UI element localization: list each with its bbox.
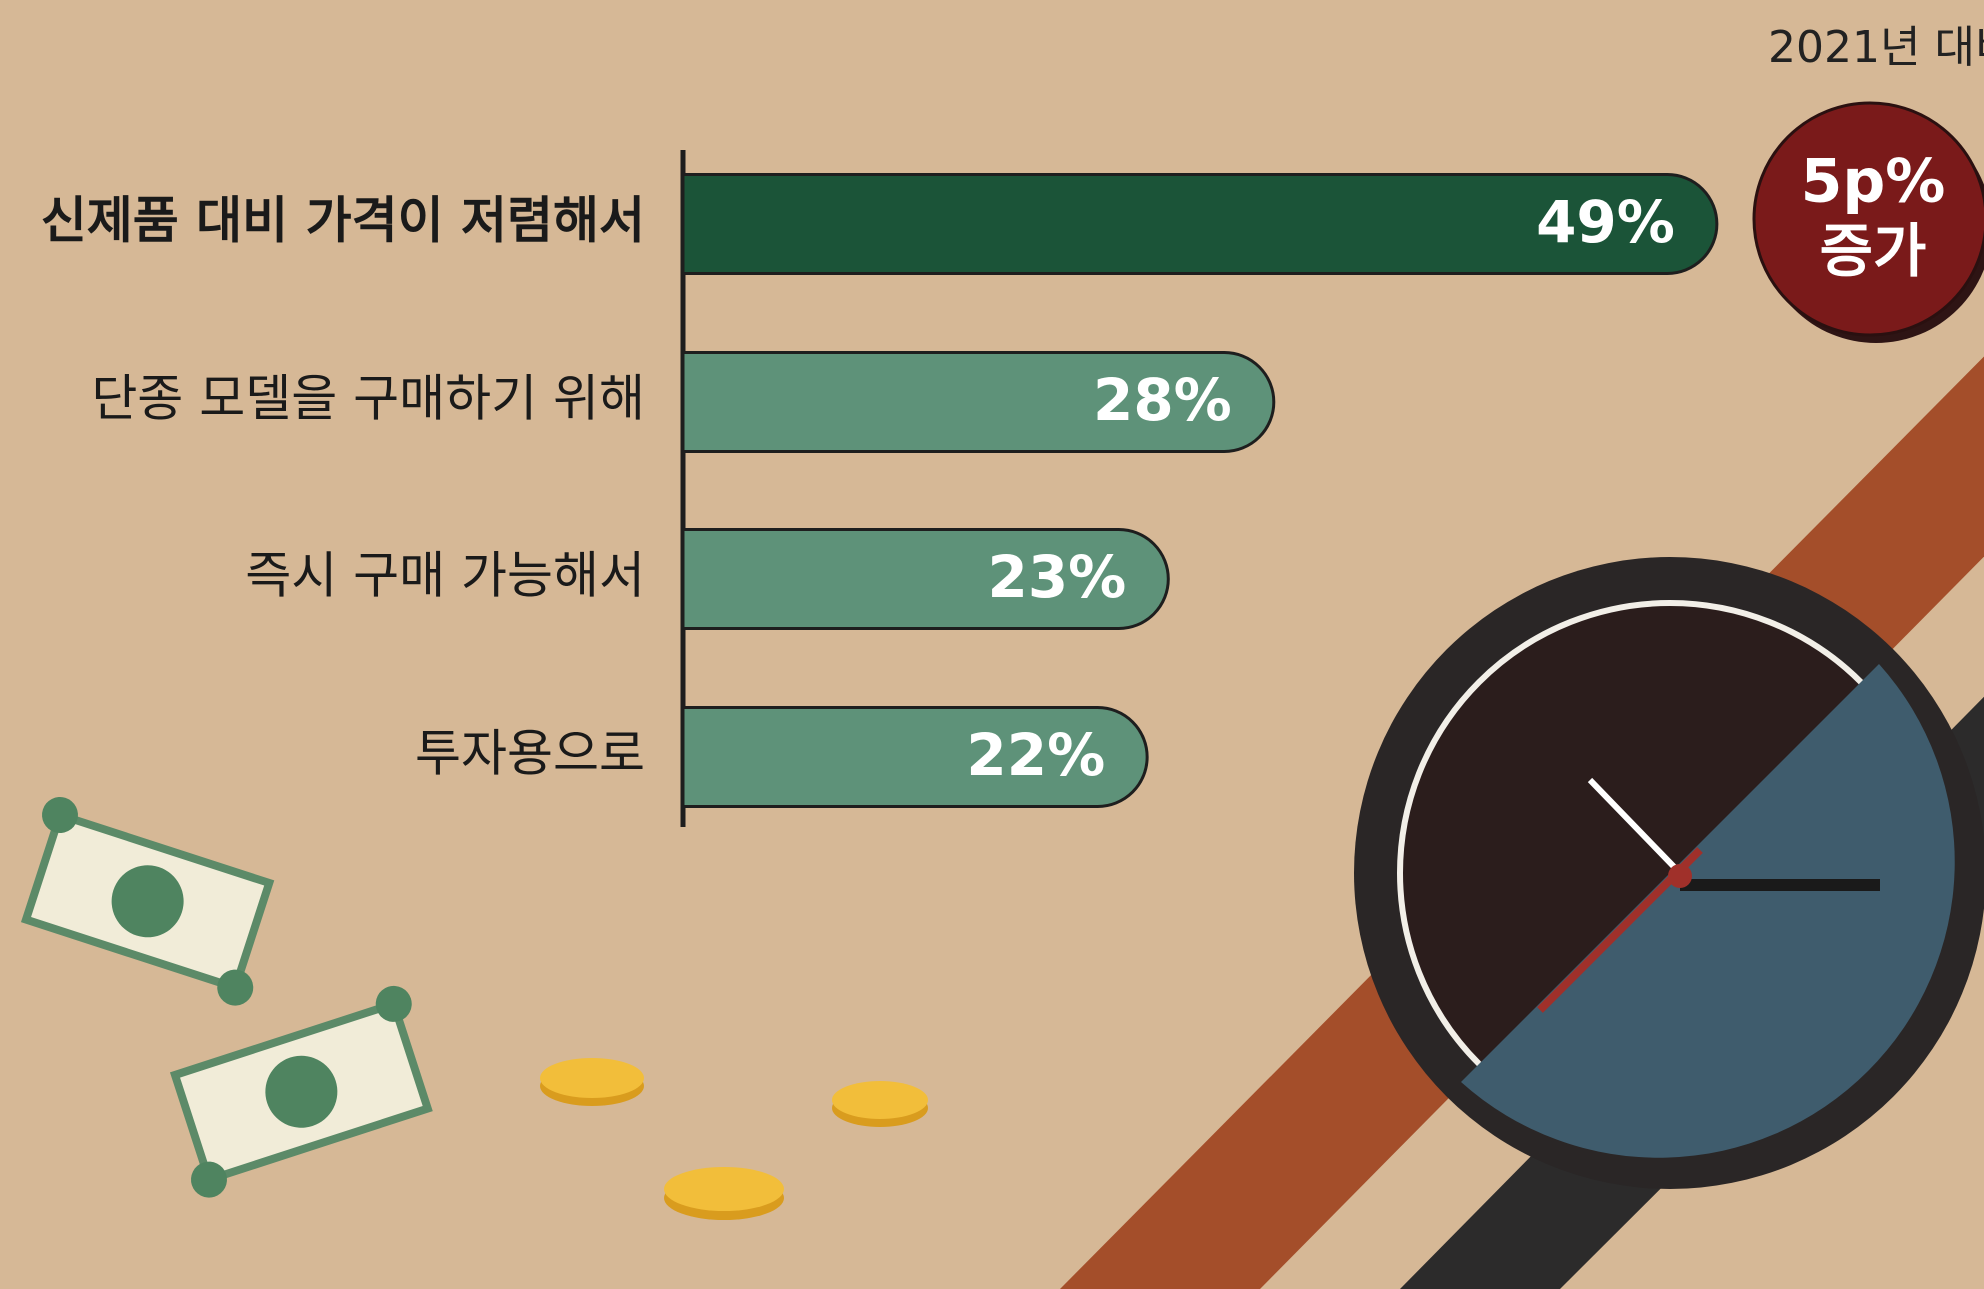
category-label: 단종 모델을 구매하기 위해 — [91, 370, 645, 428]
value-label: 49% — [1536, 188, 1675, 256]
bar — [681, 528, 1170, 630]
coin — [540, 1058, 928, 1220]
bar — [681, 706, 1149, 808]
category-label: 투자용으로 — [415, 725, 645, 783]
value-label: 23% — [987, 543, 1126, 611]
value-label: 22% — [966, 721, 1105, 789]
money-bill — [169, 985, 433, 1198]
bar — [681, 173, 1719, 275]
callout-text: 증가 — [1820, 217, 1927, 285]
callout-note: 2021년 대비 — [1768, 22, 1984, 73]
bar — [681, 351, 1276, 453]
watch — [1060, 356, 1984, 1289]
category-label: 신제품 대비 가격이 저렴해서 — [41, 192, 645, 250]
value-label: 28% — [1093, 366, 1232, 434]
callout-circle — [1752, 101, 1984, 337]
category-label: 즉시 구매 가능해서 — [245, 547, 645, 605]
callout-value: 5p% — [1801, 147, 1946, 217]
money-bill — [20, 797, 275, 1006]
